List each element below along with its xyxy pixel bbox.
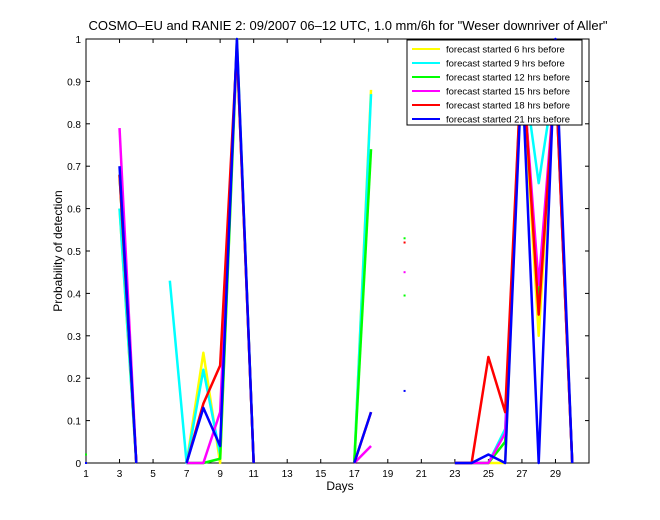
- series-line: [118, 166, 138, 464]
- x-tick-label: 29: [550, 469, 562, 480]
- x-tick-label: 5: [150, 469, 156, 480]
- x-tick-label: 23: [449, 469, 461, 480]
- y-tick-label: 0.2: [67, 374, 81, 385]
- series-point: [403, 237, 406, 240]
- legend-entry-label: forecast started 6 hrs before: [446, 45, 565, 56]
- legend-entry-label: forecast started 15 hrs before: [446, 87, 570, 98]
- series-point: [403, 389, 406, 392]
- x-tick-label: 19: [382, 469, 394, 480]
- y-tick-label: 0.1: [67, 417, 81, 428]
- y-tick-label: 1: [75, 35, 81, 46]
- series-point: [85, 453, 87, 456]
- x-tick-label: 15: [315, 469, 327, 480]
- legend-box: [406, 39, 583, 126]
- series-point: [403, 241, 406, 244]
- y-tick-label: 0.3: [67, 332, 81, 343]
- y-axis-label: Probability of detection: [51, 190, 65, 311]
- x-tick-label: 11: [248, 469, 259, 480]
- x-tick-label: 25: [483, 469, 495, 480]
- y-tick-label: 0.7: [67, 162, 81, 173]
- y-tick-label: 0.5: [67, 247, 81, 258]
- x-tick-label: 7: [184, 469, 190, 480]
- y-axis-ticks: 0 0.1 0.2 0.3 0.4 0.5 0.6 0.7 0.8 0.9 1: [67, 35, 589, 470]
- x-tick-label: 27: [516, 469, 528, 480]
- y-tick-label: 0.9: [67, 77, 81, 88]
- x-tick-label: 1: [83, 469, 89, 480]
- y-tick-label: 0: [75, 459, 81, 470]
- isolated-point: [403, 294, 406, 297]
- legend: forecast started 6 hrs before forecast st…: [406, 39, 583, 126]
- series-point: [403, 271, 406, 274]
- legend-entry-label: forecast started 18 hrs before: [446, 101, 570, 112]
- x-tick-label: 13: [282, 469, 294, 480]
- y-tick-label: 0.6: [67, 205, 81, 216]
- x-axis-label: Days: [326, 479, 353, 493]
- series-line: [353, 411, 373, 464]
- legend-entry-label: forecast started 21 hrs before: [446, 115, 570, 126]
- series-line: [353, 149, 373, 464]
- series-point: [85, 462, 87, 464]
- x-tick-label: 9: [217, 469, 223, 480]
- series-line: [353, 445, 372, 464]
- legend-entry-label: forecast started 9 hrs before: [446, 59, 565, 70]
- x-tick-label: 17: [349, 469, 361, 480]
- y-tick-label: 0.8: [67, 120, 81, 131]
- chart-title: COSMO–EU and RANIE 2: 09/2007 06–12 UTC,…: [88, 18, 607, 33]
- x-tick-label: 21: [416, 469, 428, 480]
- x-tick-label: 3: [117, 469, 123, 480]
- y-tick-label: 0.4: [67, 289, 81, 300]
- series-line: [185, 37, 255, 464]
- legend-entry-label: forecast started 12 hrs before: [446, 73, 570, 84]
